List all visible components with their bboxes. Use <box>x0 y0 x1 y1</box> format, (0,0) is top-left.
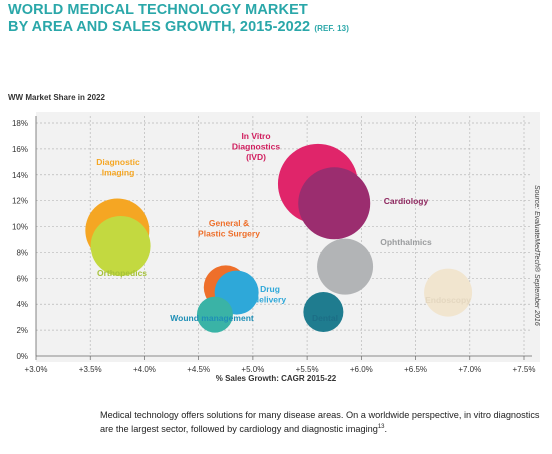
x-tick-label: +5.5% <box>296 365 319 374</box>
y-tick-label: 18% <box>12 119 28 128</box>
caption-footnote: 13 <box>377 424 385 430</box>
caption-text: Medical technology offers solutions for … <box>100 410 540 435</box>
x-tick-label: +5.0% <box>241 365 264 374</box>
bubble-label-ophthalmics: Ophthalmics <box>380 237 432 247</box>
bubble-label-dental: Dental <box>312 313 338 323</box>
bubble-chart: 0% 2% 4% 6% 8% 10% 12% 14% 16% 18% +3.0% +3.5% +4.0%… <box>12 112 540 374</box>
bubble-label-wound-management: Wound management <box>170 313 254 323</box>
bubble-endoscopy <box>424 268 473 317</box>
x-tick-label: +6.0% <box>350 365 373 374</box>
bubble-label-cardiology: Cardiology <box>384 196 429 206</box>
y-tick-label: 14% <box>12 171 28 180</box>
bubble-ophthalmics <box>317 238 374 295</box>
caption: Medical technology offers solutions for … <box>100 409 540 435</box>
chart-title-line-2: BY AREA AND SALES GROWTH, 2015-2022 (REF… <box>8 19 349 37</box>
x-tick-label: +4.0% <box>133 365 156 374</box>
bubble-dental <box>303 291 344 332</box>
x-tick-label: +6.5% <box>404 365 427 374</box>
y-tick-label: 16% <box>12 145 28 154</box>
bubble-label-in-vitro-diagnostics-ivd: In Vitro Diagnostics (IVD) <box>232 131 280 162</box>
x-tick-label: +7.5% <box>513 365 536 374</box>
bubble-cardiology <box>298 167 371 240</box>
bubbles <box>85 143 473 333</box>
x-tick-label: +4.5% <box>187 365 210 374</box>
caption-end: . <box>384 424 388 435</box>
chart-title-main: BY AREA AND SALES GROWTH, 2015-2022 <box>8 19 311 35</box>
chart-title-ref: (REF. 13) <box>314 24 349 33</box>
x-tick-label: +7.0% <box>458 365 481 374</box>
source-note: Source: EvaluateMedTech® September 2016 <box>533 185 540 326</box>
y-tick-label: 0% <box>16 352 28 361</box>
bubble-labels: Diagnostic Imaging Orthopedics General & Pla… <box>96 131 471 323</box>
bubble-orthopedics <box>90 215 151 276</box>
bubble-label-orthopedics: Orthopedics <box>97 268 147 278</box>
x-tick-label: +3.5% <box>79 365 102 374</box>
x-axis-title: % Sales Growth: CAGR 2015-22 <box>215 374 337 383</box>
y-axis-title: WW Market Share in 2022 <box>8 93 105 102</box>
bubble-label-endoscopy: Endoscopy <box>425 295 471 305</box>
bubble-label-general-plastic-surgery: General & Plastic Surgery <box>198 218 260 239</box>
bubble-wound-management <box>196 296 233 333</box>
x-tick-label: +3.0% <box>25 365 48 374</box>
y-tick-label: 4% <box>16 300 28 309</box>
y-tick-label: 8% <box>16 248 28 257</box>
bubble-label-diagnostic-imaging: Diagnostic Imaging <box>96 157 140 178</box>
y-tick-label: 2% <box>16 326 28 335</box>
y-tick-label: 12% <box>12 197 28 206</box>
axes: 0% 2% 4% 6% 8% 10% 12% 14% 16% 18% +3.0% +3.5% +4.0%… <box>12 116 535 374</box>
chart-title-line-1: WORLD MEDICAL TECHNOLOGY MARKET <box>8 2 308 18</box>
bubble-label-drug-delivery: Drug delivery <box>254 284 286 305</box>
chart-title: WORLD MEDICAL TECHNOLOGY MARKET BY AREA … <box>8 2 349 37</box>
y-tick-label: 6% <box>16 274 28 283</box>
y-tick-label: 10% <box>12 223 28 232</box>
